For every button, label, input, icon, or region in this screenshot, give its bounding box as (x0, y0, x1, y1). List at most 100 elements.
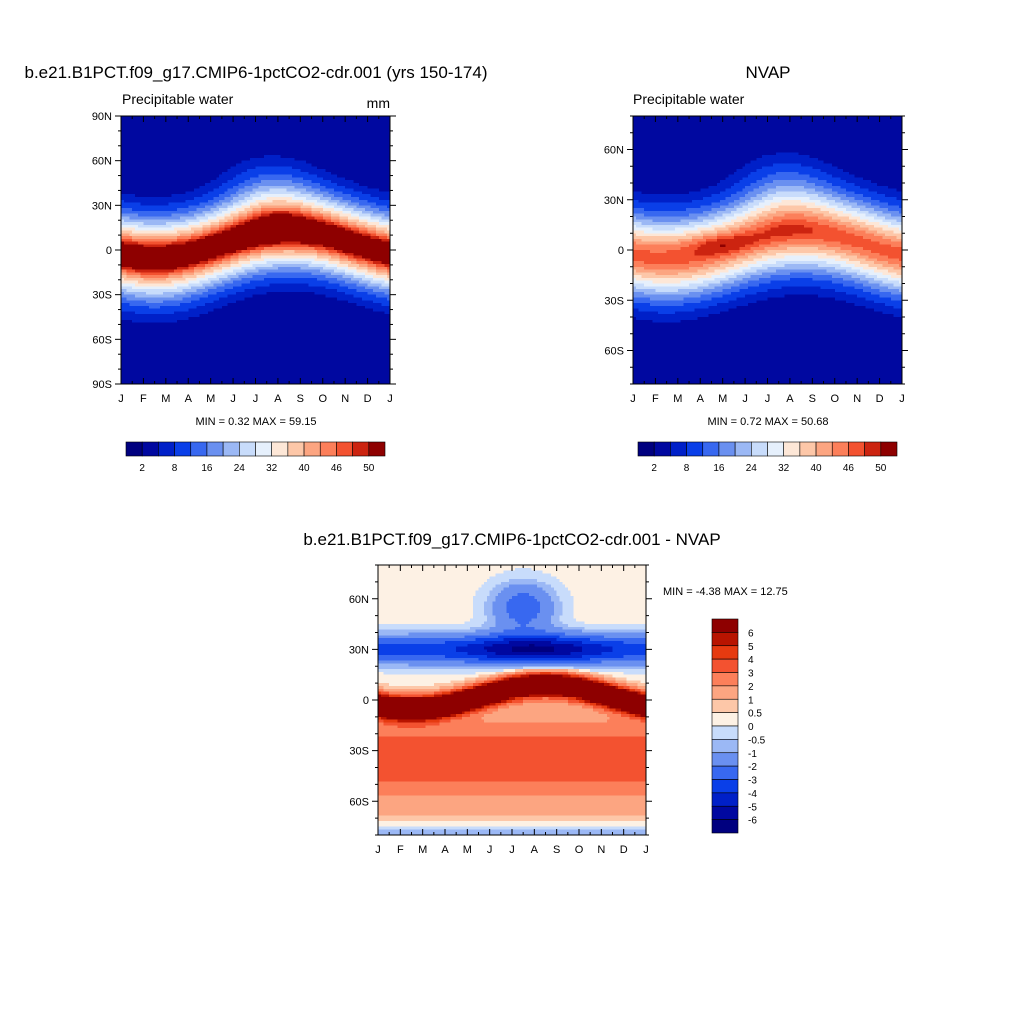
panel-3-y-tick-label: 0 (363, 695, 369, 707)
colorbar-label: 40 (811, 463, 823, 474)
panel-2-x-tick-label: D (876, 393, 884, 405)
colorbar-swatch (637, 441, 655, 457)
panel-1-y-tick-label: 60S (92, 334, 112, 346)
panel-3-x-tick-label: F (397, 844, 404, 856)
colorbar-swatch (303, 441, 321, 457)
colorbar-swatch (711, 632, 739, 647)
panel-2-y-tick-label: 30S (604, 295, 624, 307)
panel-1-x-tick-label: J (118, 393, 124, 405)
panel-2-x-tick-label: O (830, 393, 839, 405)
colorbar-swatch (239, 441, 256, 457)
colorbar-swatch (174, 441, 192, 457)
colorbar-label: -1 (748, 749, 757, 760)
panel-3-title: b.e21.B1PCT.f09_g17.CMIP6-1pctCO2-cdr.00… (303, 530, 720, 549)
colorbar-label: 24 (746, 463, 758, 474)
panel-1-x-tick-label: M (206, 393, 215, 405)
colorbar-swatch (653, 441, 671, 457)
colorbar-swatch (271, 441, 289, 457)
panel-3-x-tick-label: J (643, 844, 649, 856)
colorbar-label: 2 (139, 463, 145, 474)
panel-3-colorbar: 6 5 4 3 2 1 0.5 0 -0.5 -1 -2 -3 -4 -5 -6 (711, 618, 766, 834)
colorbar-swatch (783, 441, 801, 457)
panel-3-y-tick-label: 30N (349, 644, 369, 656)
colorbar-swatch (711, 672, 739, 687)
colorbar-label: 16 (713, 463, 725, 474)
panel-2-x-tick-label: J (899, 393, 905, 405)
colorbar-label: 2 (748, 682, 754, 693)
panel-2-field (633, 116, 903, 385)
panel-2-title: NVAP (745, 63, 790, 82)
panel-3-x-tick-label: M (463, 844, 472, 856)
colorbar-label: -0.5 (748, 735, 766, 746)
panel-3-plot: J F M A M J J A S O N D J 60N 30N 0 30S 60S (349, 564, 652, 856)
colorbar-swatch (368, 441, 386, 457)
panel-1-x-tick-label: S (297, 393, 304, 405)
panel-1-y-tick-label: 90S (92, 379, 112, 391)
panel-2-x-tick-label: F (652, 393, 659, 405)
colorbar-label: 0 (748, 722, 754, 733)
colorbar-swatch (711, 779, 739, 794)
colorbar-swatch (686, 441, 704, 457)
panel-1-y-tick-label: 30N (92, 200, 112, 212)
panel-2-colorbar: 2 8 16 24 32 40 46 50 (637, 441, 898, 474)
colorbar-swatch (352, 441, 370, 457)
panel-1-plot: J F M A M J J A S O N D J 90N 60N 30N 0 30S 60S 90S (92, 111, 396, 405)
panel-2-field-label: Precipitable water (633, 91, 745, 107)
colorbar-swatch (190, 441, 208, 457)
panel-3-x-tick-label: J (375, 844, 381, 856)
panel-1-x-tick-label: A (185, 393, 193, 405)
colorbar-swatch (319, 441, 337, 457)
panel-2-x-tick-label: J (765, 393, 771, 405)
panel-1-x-tick-label: A (274, 393, 282, 405)
panel-1-x-tick-label: M (161, 393, 170, 405)
colorbar-swatch (711, 698, 739, 713)
colorbar-swatch (711, 712, 739, 727)
panel-1-field (121, 116, 391, 385)
colorbar-swatch (711, 618, 739, 633)
panel-3-y-tick-label: 60S (349, 796, 369, 808)
colorbar-label: 5 (748, 642, 754, 653)
colorbar-swatch (206, 441, 224, 457)
panel-2-stats: MIN = 0.72 MAX = 50.68 (707, 416, 828, 428)
panel-1-x-tick-label: D (364, 393, 372, 405)
panel-1-x-tick-label: J (387, 393, 393, 405)
colorbar-swatch (734, 441, 752, 457)
colorbar-swatch (711, 725, 739, 740)
colorbar-label: 2 (651, 463, 657, 474)
colorbar-swatch (711, 658, 739, 673)
panel-2-x-tick-label: J (630, 393, 636, 405)
panel-2-axes: J F M A M J J A S O N D J 60N 30N 0 30S 60S (604, 115, 908, 405)
panel-1-x-tick-label: J (253, 393, 259, 405)
colorbar-label: -3 (748, 776, 757, 787)
colorbar-label: 8 (684, 463, 690, 474)
panel-2-y-tick-label: 0 (618, 245, 624, 257)
panel-2-x-tick-label: S (809, 393, 816, 405)
panel-3-stats: MIN = -4.38 MAX = 12.75 (663, 586, 788, 598)
panel-3-x-tick-label: N (597, 844, 605, 856)
colorbar-label: 46 (331, 463, 343, 474)
colorbar-swatch (255, 441, 272, 457)
colorbar-label: -2 (748, 762, 757, 773)
colorbar-label: -4 (748, 789, 757, 800)
colorbar-label: 16 (201, 463, 213, 474)
colorbar-swatch (767, 441, 784, 457)
colorbar-label: 32 (778, 463, 790, 474)
panel-1-title: b.e21.B1PCT.f09_g17.CMIP6-1pctCO2-cdr.00… (24, 63, 487, 82)
panel-1-x-tick-label: J (230, 393, 236, 405)
colorbar-swatch (711, 752, 739, 767)
panel-3-x-tick-label: D (620, 844, 628, 856)
colorbar-swatch (125, 441, 143, 457)
panel-2-x-tick-label: J (742, 393, 748, 405)
colorbar-label: 50 (875, 463, 887, 474)
panel-2-plot: J F M A M J J A S O N D J 60N 30N 0 30S 60S (604, 115, 908, 405)
panel-1-y-tick-label: 60N (92, 156, 112, 168)
colorbar-swatch (711, 765, 739, 780)
panel-3-x-tick-label: J (509, 844, 515, 856)
panel-1-y-tick-label: 30S (92, 290, 112, 302)
panel-3-x-tick-label: A (531, 844, 539, 856)
colorbar-swatch (711, 645, 739, 660)
panel-1-field-label: Precipitable water (122, 91, 234, 107)
panel-3-y-tick-label: 30S (349, 746, 369, 758)
colorbar-label: 4 (748, 655, 754, 666)
